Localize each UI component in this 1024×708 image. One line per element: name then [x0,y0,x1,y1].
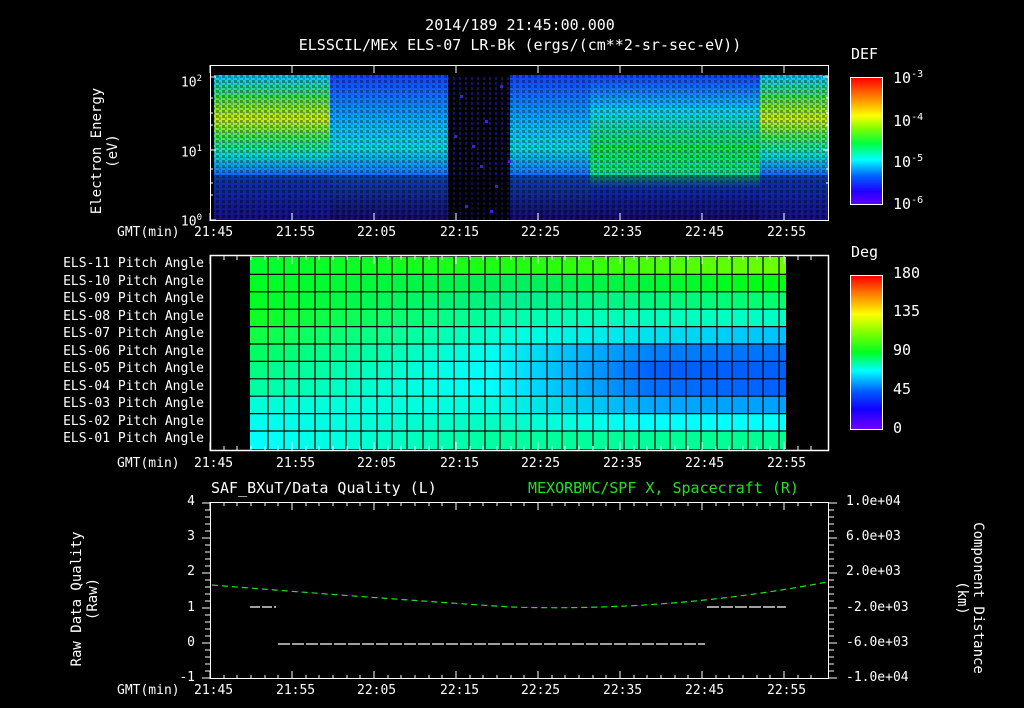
data-quality-line [250,606,786,645]
xtick-p3-6: 22:45 [685,683,725,698]
xaxis-label-panel1: GMT(min) [117,225,180,240]
ylabel-line1: Raw Data Quality [69,531,85,667]
xtick-p1-3: 22:15 [440,225,480,240]
xtick-p3-5: 22:35 [603,683,643,698]
ytick-right-neg1e4: -1.0e+04 [846,670,909,685]
spectrogram-ylabel: Electron Energy (eV) [89,71,121,231]
ytick-energy-10: 101 [180,144,202,161]
ytick-right-2e3: 2.0e+03 [846,564,901,579]
deg-tick-90: 90 [893,341,912,359]
ytick-left-neg1: -1 [179,670,195,685]
deg-tick-180: 180 [893,264,921,282]
xtick-p1-2: 22:05 [357,225,397,240]
plot-timestamp: 2014/189 21:45:00.000 [425,16,615,34]
pitch-row-label: ELS-01 Pitch Angle [63,431,204,446]
deg-tick-0: 0 [893,419,903,437]
ylabel-line2: (Raw) [85,577,101,621]
deg-tick-45: 45 [893,380,912,398]
pitch-row-label: ELS-11 Pitch Angle [63,256,204,271]
xtick-p1-6: 22:45 [685,225,725,240]
pitch-row-label: ELS-08 Pitch Angle [63,308,204,324]
quality-right-title: MEXORBMC/SPF X, Spacecraft (R) [528,479,799,497]
quality-ylabel: Raw Data Quality (Raw) [69,509,101,689]
plot-title: ELSSCIL/MEx ELS-07 LR-Bk (ergs/(cm**2-sr… [298,36,742,54]
pitch-row-label: ELS-03 Pitch Angle [63,396,204,411]
xtick-p2-1: 21:55 [276,456,316,471]
quality-right-ylabel: Component Distance (km) [954,508,986,688]
ylabel-line1: Electron Energy [89,87,105,215]
xtick-p3-2: 22:05 [357,683,397,698]
xtick-p2-3: 22:15 [440,456,480,471]
ytick-left-3: 3 [187,529,195,544]
xtick-p2-2: 22:05 [357,456,397,471]
ylabel-right-line1: Component Distance [970,522,986,674]
ytick-energy-100: 102 [180,74,202,91]
xtick-p1-4: 22:25 [521,225,561,240]
pitch-row-label: ELS-02 Pitch Angle [63,413,204,429]
xtick-p2-5: 22:35 [603,456,643,471]
xtick-p1-7: 22:55 [767,225,807,240]
deg-tick-135: 135 [893,302,921,320]
ytick-left-4: 4 [187,494,195,509]
spectrogram-plot [209,65,829,221]
pitch-angle-plot [209,254,830,452]
spectrogram-xticks [209,65,785,221]
quality-axis-ticks [202,502,837,679]
spacecraft-x-line [211,581,828,609]
ytick-right-neg6e3: -6.0e+03 [846,635,909,650]
deg-colorbar-label: Deg [851,243,879,261]
xtick-p2-4: 22:25 [521,456,561,471]
pitch-row-label: ELS-07 Pitch Angle [63,326,204,341]
xtick-p3-7: 22:55 [767,683,807,698]
xtick-p1-5: 22:35 [603,225,643,240]
xtick-p3-0: 21:45 [194,683,234,698]
xtick-p1-0: 21:45 [194,225,234,240]
xtick-p1-1: 21:55 [276,225,316,240]
pitch-row-label: ELS-10 Pitch Angle [63,273,204,289]
quality-left-title: SAF_BXuT/Data Quality (L) [211,479,437,497]
pitch-row-label: ELS-06 Pitch Angle [63,343,204,359]
xtick-p2-7: 22:55 [767,456,807,471]
ytick-right-neg2e3: -2.0e+03 [846,600,909,615]
def-tick-1e-4: 10-4 [893,112,924,130]
ytick-left-0: 0 [187,635,195,650]
pitch-row-label: ELS-05 Pitch Angle [63,361,204,376]
xaxis-label-panel2: GMT(min) [117,456,180,471]
ytick-right-6e3: 6.0e+03 [846,529,901,544]
ylabel-line2: (eV) [105,134,121,168]
xtick-p3-3: 22:15 [440,683,480,698]
xtick-p3-4: 22:25 [521,683,561,698]
pitch-row-label: ELS-04 Pitch Angle [63,378,204,394]
xtick-p2-0: 21:45 [194,456,234,471]
def-colorbar [850,77,883,205]
deg-colorbar [850,275,883,430]
ytick-left-1: 1 [187,600,195,615]
xtick-p3-1: 21:55 [276,683,316,698]
xtick-p2-6: 22:45 [685,456,725,471]
def-tick-1e-3: 10-3 [893,69,924,87]
pitch-angle-cells [250,257,786,449]
def-tick-1e-5: 10-5 [893,153,924,171]
ytick-energy-1: 100 [180,213,202,230]
def-colorbar-label: DEF [851,45,879,63]
quality-plot [202,502,837,679]
ytick-right-1e4: 1.0e+04 [846,494,901,509]
ytick-left-2: 2 [187,564,195,579]
pitch-row-labels: ELS-11 Pitch Angle ELS-10 Pitch Angle EL… [40,257,204,450]
ylabel-right-line2: (km) [954,581,970,615]
pitch-row-label: ELS-09 Pitch Angle [63,291,204,306]
def-tick-1e-6: 10-6 [893,195,924,213]
pitch-angle-grid [250,257,786,449]
xaxis-label-panel3: GMT(min) [117,683,180,698]
